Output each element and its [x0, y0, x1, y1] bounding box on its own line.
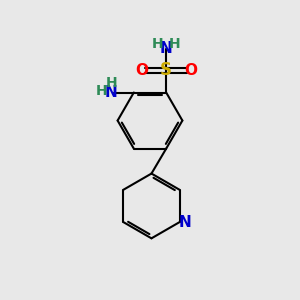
Text: H: H	[152, 37, 163, 51]
Text: O: O	[135, 63, 148, 78]
Text: N: N	[160, 41, 172, 56]
Text: H: H	[105, 76, 117, 90]
Text: S: S	[160, 61, 172, 80]
Text: O: O	[184, 63, 197, 78]
Text: H: H	[169, 37, 181, 51]
Text: N: N	[105, 85, 118, 100]
Text: H: H	[96, 84, 107, 98]
Text: N: N	[178, 214, 191, 230]
